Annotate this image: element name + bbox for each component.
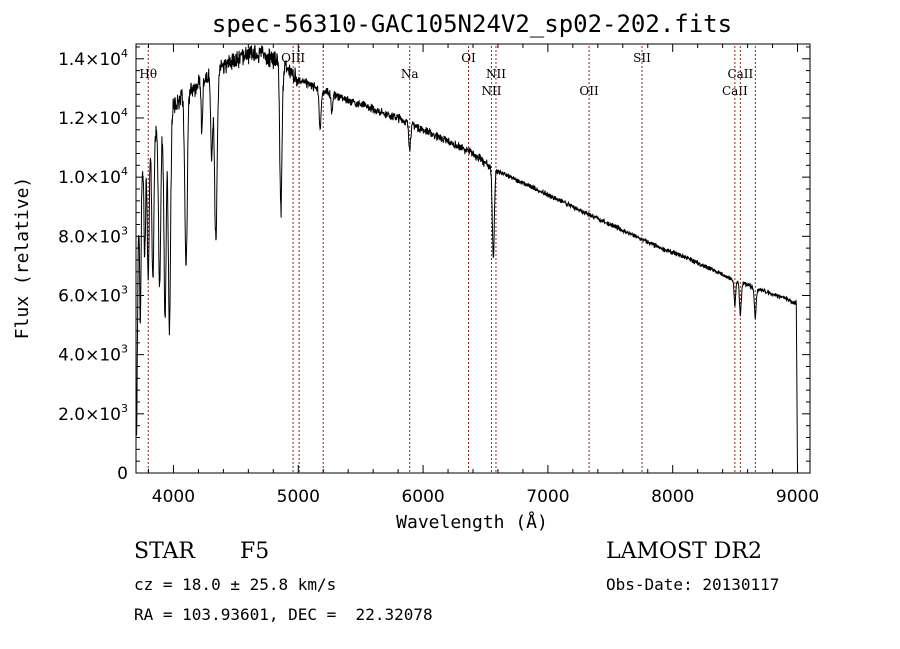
y-tick-label: 6.0×103	[58, 283, 128, 306]
y-tick-mantissa: 4.0×10	[58, 346, 121, 366]
y-tick-label: 2.0×103	[58, 402, 128, 425]
spectral-line-label: CaII	[722, 84, 748, 98]
y-tick-label: 4.0×103	[58, 343, 128, 366]
axis-ticks: 4000 5000 6000 7000 8000 900002.0×1034.0×1036…	[58, 44, 819, 507]
redshift-cz: cz = 18.0 ± 25.8 km/s	[134, 575, 337, 594]
x-tick-label: 4000	[152, 487, 195, 507]
spectral-line-label: Na	[401, 67, 419, 81]
y-tick-mantissa: 0	[117, 464, 128, 484]
spectral-line-label: Hθ	[139, 67, 157, 81]
spectrum-flux-line	[135, 45, 798, 474]
y-tick-mantissa: 1.0×10	[58, 168, 121, 188]
y-tick-label: 1.4×104	[58, 47, 128, 70]
y-tick-mantissa: 1.2×10	[58, 109, 121, 129]
x-tick-label: 5000	[277, 487, 320, 507]
coordinates: RA = 103.93601, DEC = 22.32078	[134, 605, 433, 624]
y-tick-label: 1.2×104	[58, 106, 128, 129]
y-tick-label: 1.0×104	[58, 165, 128, 188]
y-tick-exponent: 3	[121, 224, 128, 237]
spectral-line-label: OI	[461, 51, 476, 65]
x-tick-label: 9000	[776, 487, 819, 507]
y-tick-label: 0	[117, 464, 128, 484]
spectral-line-label: NII	[486, 67, 506, 81]
y-axis-label: Flux (relative)	[12, 177, 33, 340]
y-tick-exponent: 4	[121, 47, 128, 60]
x-tick-label: 6000	[401, 487, 444, 507]
y-tick-exponent: 3	[121, 402, 128, 415]
y-tick-exponent: 3	[121, 343, 128, 356]
observation-date: Obs-Date: 20130117	[606, 575, 780, 594]
y-tick-label: 8.0×103	[58, 224, 128, 247]
chart-title: spec-56310-GAC105N24V2_sp02-202.fits	[212, 10, 732, 38]
survey-name: LAMOST DR2	[606, 539, 762, 564]
x-tick-label: 8000	[651, 487, 694, 507]
y-tick-mantissa: 6.0×10	[58, 286, 121, 306]
spectral-line-label: SII	[633, 51, 651, 65]
y-tick-mantissa: 1.4×10	[58, 50, 121, 70]
spectral-line-label: OII	[579, 84, 599, 98]
y-tick-exponent: 4	[121, 165, 128, 178]
x-tick-label: 7000	[526, 487, 569, 507]
object-class: STAR	[134, 539, 195, 564]
spectral-line-label: NII	[481, 84, 501, 98]
plot-frame	[135, 43, 811, 474]
y-tick-mantissa: 8.0×10	[58, 227, 121, 247]
spectral-line-label: CaII	[727, 67, 753, 81]
y-tick-exponent: 4	[121, 106, 128, 119]
x-axis-label: Wavelength (Å)	[396, 511, 548, 533]
y-tick-mantissa: 2.0×10	[58, 405, 121, 425]
y-tick-exponent: 3	[121, 283, 128, 296]
object-subclass: F5	[240, 539, 270, 564]
